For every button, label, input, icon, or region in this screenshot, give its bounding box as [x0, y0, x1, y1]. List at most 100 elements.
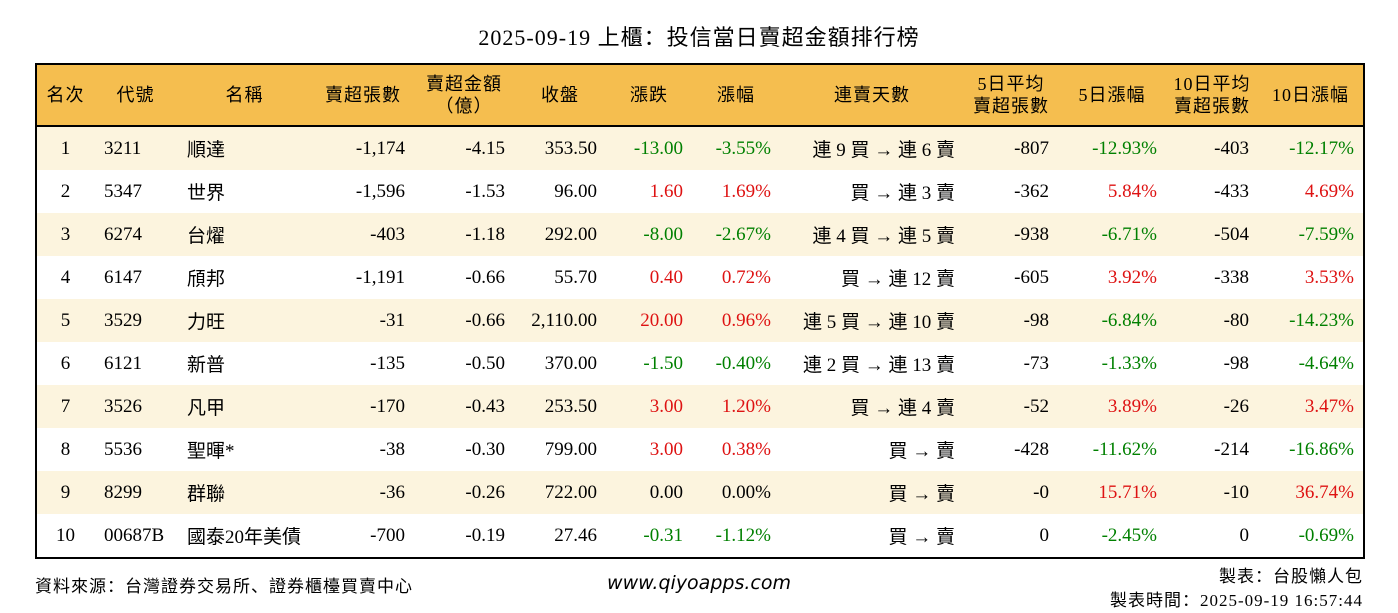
cell-name: 台燿	[177, 213, 312, 256]
cell-avg5: -807	[964, 126, 1058, 170]
cell-close: 253.50	[514, 385, 606, 428]
cell-rank: 9	[37, 471, 94, 514]
cell-sell_amt: -0.19	[465, 524, 505, 546]
column-header-avg5: 5日平均 賣超張數	[964, 65, 1058, 127]
cell-sell_qty: -403	[312, 213, 414, 256]
cell-pct5: -2.45%	[1101, 524, 1157, 546]
table-row: 3 6274 台燿 -403 -1.18 292.00 -8.00 -2.67% 連 4 買 →…	[37, 213, 1363, 256]
cell-avg5: -362	[1014, 180, 1049, 202]
cell-avg10: -26	[1166, 385, 1258, 428]
column-header-rank: 名次	[37, 65, 94, 127]
cell-streak: 買 → 連 4 賣	[780, 385, 964, 428]
cell-name: 凡甲	[177, 385, 312, 428]
cell-sell_qty: -1,596	[355, 180, 405, 202]
table-row: 6 6121 新普 -135 -0.50 370.00 -1.50 -0.40% 連 2 買 →…	[37, 342, 1363, 385]
cell-sell_qty: -38	[379, 438, 405, 460]
column-header-name: 名稱	[177, 65, 312, 127]
cell-streak: 買 → 賣	[888, 441, 955, 462]
cell-chg: 0.00	[606, 471, 692, 514]
cell-name: 頎邦	[187, 269, 226, 290]
cell-close: 55.70	[554, 266, 597, 288]
cell-avg10: -433	[1214, 180, 1249, 202]
table-row: 1 3211 順達 -1,174 -4.15 353.50 -13.00 -3.55% 連 9 …	[37, 126, 1363, 170]
table-row: 4 6147 頎邦 -1,191 -0.66 55.70 0.40 0.72% 買 → 連 12…	[37, 256, 1363, 299]
ranking-table: 名次 代號 名稱 賣超張數 賣超金額 （億） 收盤 漲跌 漲幅 連賣天數 5日平均 賣超張數 5日漲…	[37, 65, 1363, 557]
cell-chg_pct: 0.96%	[692, 299, 780, 342]
cell-rank: 5	[37, 299, 94, 342]
cell-sell_qty: -1,191	[355, 266, 405, 288]
cell-name: 世界	[187, 183, 226, 204]
cell-close: 96.00	[554, 180, 597, 202]
cell-pct5: 3.92%	[1107, 266, 1157, 288]
cell-chg_pct: -0.40%	[715, 352, 771, 374]
cell-avg10: -80	[1166, 299, 1258, 342]
cell-pct10: -16.86%	[1289, 438, 1354, 460]
cell-code: 3526	[94, 385, 177, 428]
cell-chg_pct: 0.38%	[721, 438, 771, 460]
cell-chg_pct: -2.67%	[692, 213, 780, 256]
cell-name: 國泰20年美債	[187, 527, 302, 548]
cell-close: 2,110.00	[514, 299, 606, 342]
cell-avg5: -938	[964, 213, 1058, 256]
cell-chg: -1.50	[643, 352, 683, 374]
cell-pct10: 3.53%	[1304, 266, 1354, 288]
column-header-code: 代號	[94, 65, 177, 127]
cell-chg: 20.00	[606, 299, 692, 342]
cell-name: 新普	[187, 355, 226, 376]
table-row: 5 3529 力旺 -31 -0.66 2,110.00 20.00 0.96% 連 5 買 →…	[37, 299, 1363, 342]
cell-code: 6121	[104, 352, 142, 374]
cell-code: 8299	[94, 471, 177, 514]
cell-close: 27.46	[554, 524, 597, 546]
table-row: 9 8299 群聯 -36 -0.26 722.00 0.00 0.00% 買 → 賣 -0 15.…	[37, 471, 1363, 514]
cell-pct5: -6.71%	[1058, 213, 1166, 256]
cell-code: 3211	[94, 126, 177, 170]
cell-chg: 1.60	[649, 180, 683, 202]
ranking-table-board: 名次 代號 名稱 賣超張數 賣超金額 （億） 收盤 漲跌 漲幅 連賣天數 5日平均 賣超張數 5日漲…	[35, 63, 1365, 559]
cell-sell_qty: -1,174	[312, 126, 414, 170]
cell-pct5: -1.33%	[1101, 352, 1157, 374]
page-title: 2025-09-19 上櫃：投信當日賣超金額排行榜	[478, 25, 920, 50]
column-header-close: 收盤	[514, 65, 606, 127]
column-header-chg_pct: 漲幅	[692, 65, 780, 127]
cell-pct5: -12.93%	[1058, 126, 1166, 170]
cell-avg5: -98	[964, 299, 1058, 342]
cell-name: 群聯	[177, 471, 312, 514]
cell-rank: 10	[56, 524, 75, 546]
maker-line: 製表：台股懶人包	[1219, 567, 1363, 586]
cell-chg: -8.00	[606, 213, 692, 256]
cell-streak: 連 2 買 → 連 13 賣	[802, 355, 955, 376]
table-row: 8 5536 聖暉* -38 -0.30 799.00 3.00 0.38% 買 → 賣 -428…	[37, 428, 1363, 471]
cell-close: 353.50	[514, 126, 606, 170]
cell-pct10: -7.59%	[1258, 213, 1363, 256]
cell-pct5: 15.71%	[1058, 471, 1166, 514]
table-header: 名次 代號 名稱 賣超張數 賣超金額 （億） 收盤 漲跌 漲幅 連賣天數 5日平均 賣超張數 5日漲…	[37, 65, 1363, 127]
cell-rank: 3	[37, 213, 94, 256]
cell-close: 370.00	[544, 352, 597, 374]
cell-avg10: -403	[1166, 126, 1258, 170]
cell-pct5: 5.84%	[1107, 180, 1157, 202]
table-row: 7 3526 凡甲 -170 -0.43 253.50 3.00 1.20% 買 → 連 4 賣…	[37, 385, 1363, 428]
cell-rank: 2	[60, 180, 71, 202]
cell-rank: 7	[37, 385, 94, 428]
cell-code: 5347	[104, 180, 142, 202]
cell-sell_amt: -4.15	[414, 126, 514, 170]
data-source-note: 資料來源：台灣證券交易所、證券櫃檯買賣中心	[35, 577, 413, 596]
cell-streak: 連 5 買 → 連 10 賣	[780, 299, 964, 342]
cell-avg10: -338	[1214, 266, 1249, 288]
cell-chg: -13.00	[606, 126, 692, 170]
table-row: 10 00687B 國泰20年美債 -700 -0.19 27.46 -0.31 -1.12%…	[37, 514, 1363, 557]
cell-close: 799.00	[544, 438, 597, 460]
cell-sell_qty: -36	[312, 471, 414, 514]
made-at-line: 製表時間：2025-09-19 16:57:44	[1109, 591, 1363, 610]
cell-avg10: -98	[1223, 352, 1249, 374]
cell-chg: 3.00	[606, 385, 692, 428]
cell-streak: 買 → 連 12 賣	[840, 269, 955, 290]
cell-pct10: -4.64%	[1298, 352, 1354, 374]
cell-sell_amt: -1.53	[465, 180, 505, 202]
cell-streak: 買 → 連 3 賣	[850, 183, 955, 204]
cell-close: 292.00	[514, 213, 606, 256]
cell-name: 順達	[177, 126, 312, 170]
cell-sell_amt: -0.26	[414, 471, 514, 514]
cell-code: 00687B	[104, 524, 165, 546]
cell-sell_qty: -135	[370, 352, 405, 374]
